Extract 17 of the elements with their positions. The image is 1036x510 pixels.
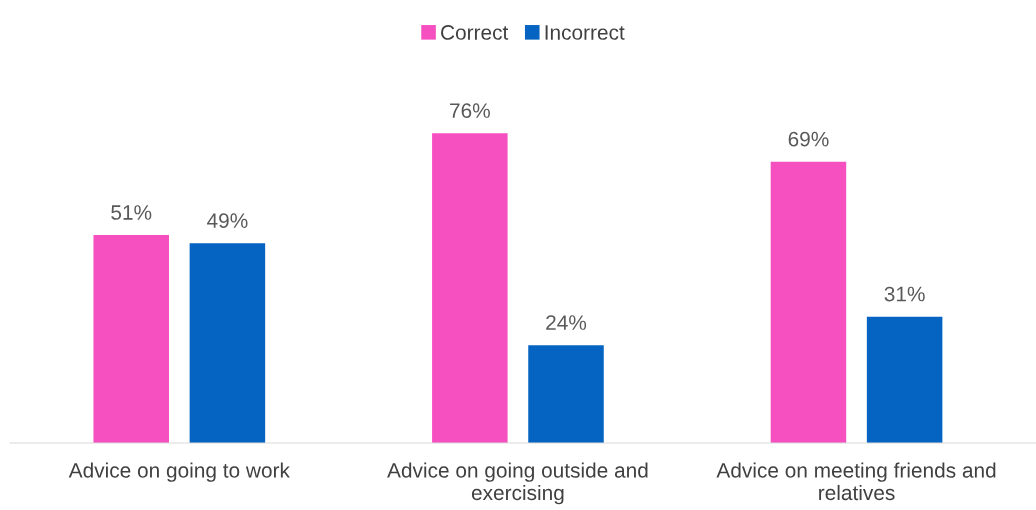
- bar: [866, 316, 943, 443]
- bar: [189, 243, 266, 443]
- data-label: 69%: [788, 131, 829, 147]
- x-tick-label: Advice on going outside and exercising: [387, 462, 648, 505]
- legend-label: Incorrect: [545, 25, 625, 40]
- x-tick-label: Advice on going to work: [68, 462, 290, 482]
- data-label: 24%: [546, 315, 587, 330]
- data-label: 31%: [884, 286, 925, 302]
- legend-label: Correct: [441, 25, 509, 40]
- bar: [770, 161, 847, 443]
- data-label: 76%: [450, 103, 490, 118]
- data-label: 49%: [207, 213, 248, 229]
- bar: [93, 235, 169, 443]
- x-tick-label: Advice on meeting friends and relatives: [716, 462, 996, 501]
- bar: [432, 133, 508, 443]
- bar: [528, 345, 604, 443]
- data-label: 51%: [111, 205, 152, 220]
